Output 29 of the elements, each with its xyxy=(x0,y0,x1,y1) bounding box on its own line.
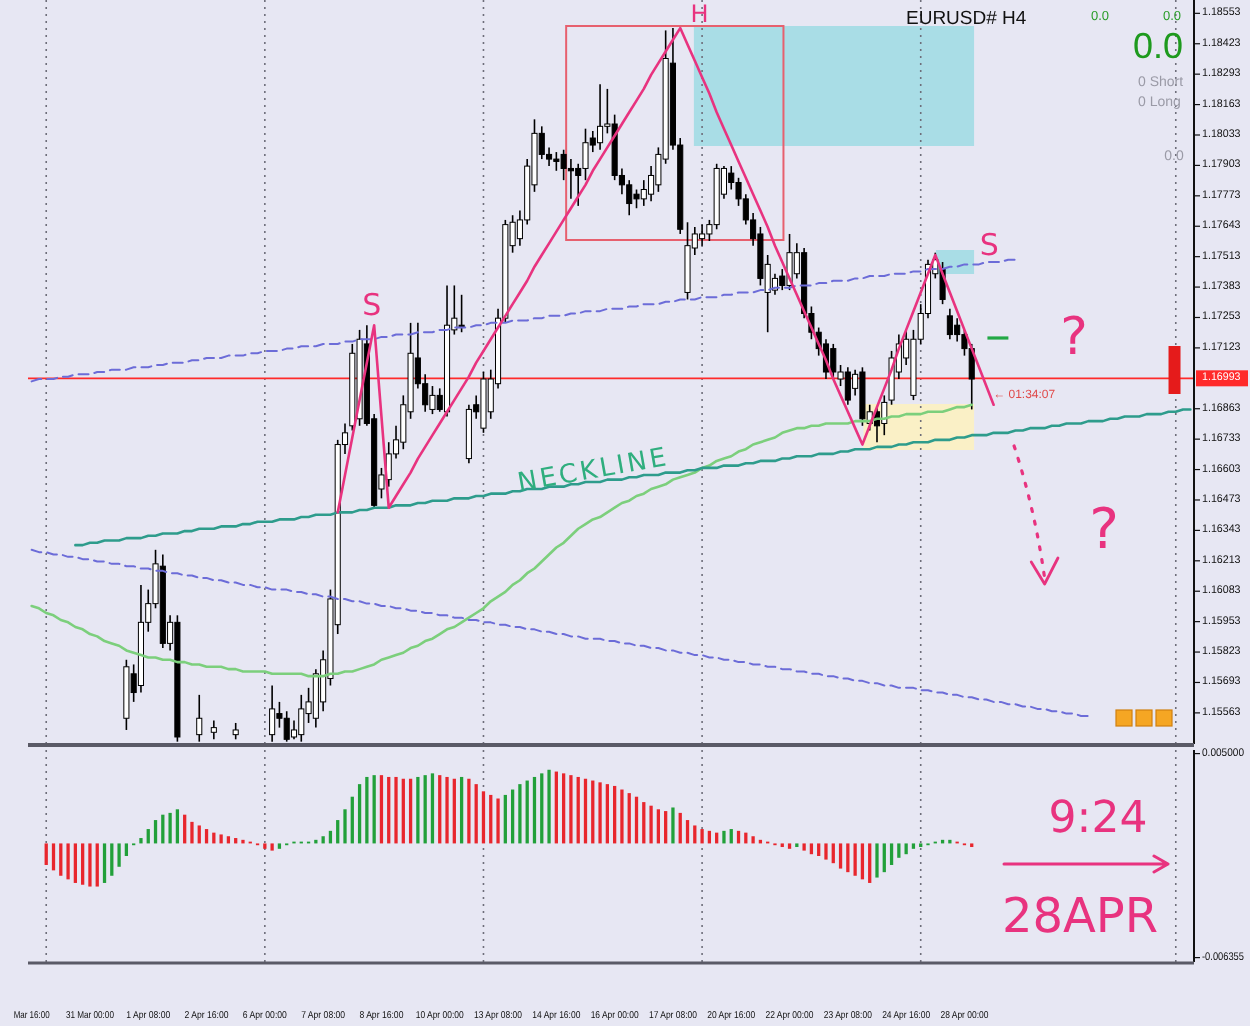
annotation: S xyxy=(362,287,382,324)
candlestick xyxy=(633,188,640,210)
candlestick xyxy=(830,343,837,380)
candlestick xyxy=(298,694,305,743)
candlestick xyxy=(859,366,866,427)
annotation: S xyxy=(979,227,999,264)
annotation: 9:24 xyxy=(1048,794,1148,844)
candlestick xyxy=(699,223,706,247)
candlestick xyxy=(597,83,604,151)
candlestick xyxy=(269,684,276,743)
candlestick xyxy=(684,221,691,301)
annotation: NECKLINE xyxy=(515,443,672,500)
candlestick xyxy=(567,158,574,200)
annotation: ? xyxy=(1060,308,1088,368)
line-series xyxy=(30,548,1090,717)
candlestick xyxy=(210,719,217,741)
annotation: ? xyxy=(1089,496,1119,562)
line-series xyxy=(336,26,995,514)
candlestick xyxy=(954,317,961,343)
annotation: 28APR xyxy=(1001,888,1159,944)
annotation: H xyxy=(690,0,709,28)
candlestick xyxy=(844,366,851,406)
line-series xyxy=(74,408,1192,547)
annotation: 0.0 xyxy=(1132,26,1184,66)
candlestick xyxy=(553,151,560,172)
chart-title: EURUSD# H4 xyxy=(906,8,1027,30)
candlestick xyxy=(283,710,290,743)
candlestick xyxy=(946,308,953,341)
candlestick xyxy=(196,694,203,743)
